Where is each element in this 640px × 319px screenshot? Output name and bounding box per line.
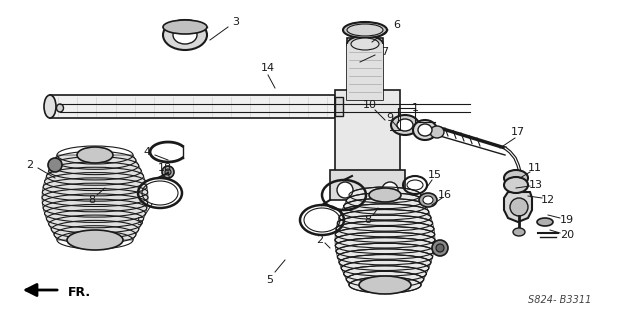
Ellipse shape — [335, 226, 435, 242]
Ellipse shape — [336, 243, 434, 259]
Ellipse shape — [173, 26, 197, 44]
Ellipse shape — [163, 20, 207, 34]
Ellipse shape — [346, 271, 424, 287]
Text: 1: 1 — [412, 103, 419, 113]
Ellipse shape — [537, 218, 553, 226]
Text: 18: 18 — [158, 163, 172, 173]
Text: 16: 16 — [438, 190, 452, 200]
Bar — [347, 44, 383, 100]
Text: 6: 6 — [394, 20, 401, 30]
Text: 4: 4 — [143, 147, 150, 157]
Text: 12: 12 — [541, 195, 555, 205]
Ellipse shape — [418, 124, 432, 136]
Ellipse shape — [337, 215, 433, 231]
Ellipse shape — [504, 170, 528, 186]
Ellipse shape — [504, 177, 528, 193]
Ellipse shape — [347, 36, 383, 52]
Circle shape — [337, 182, 353, 198]
Text: 5: 5 — [266, 275, 273, 285]
Ellipse shape — [339, 255, 431, 271]
Text: 2: 2 — [316, 235, 324, 245]
Bar — [347, 38, 383, 100]
Ellipse shape — [339, 210, 431, 226]
Text: 7: 7 — [381, 47, 388, 57]
Text: 8: 8 — [88, 195, 95, 205]
Text: 11: 11 — [528, 163, 542, 173]
Ellipse shape — [423, 196, 433, 204]
Ellipse shape — [335, 238, 435, 254]
Circle shape — [162, 166, 174, 178]
Ellipse shape — [77, 147, 113, 163]
Text: 19: 19 — [560, 215, 574, 225]
Text: 5: 5 — [136, 217, 143, 227]
Text: 3: 3 — [232, 17, 239, 27]
Text: FR.: FR. — [68, 286, 91, 299]
Ellipse shape — [419, 193, 437, 207]
Circle shape — [510, 198, 528, 216]
Ellipse shape — [335, 232, 435, 248]
Ellipse shape — [413, 120, 437, 140]
Text: 15: 15 — [428, 170, 442, 180]
Ellipse shape — [351, 38, 379, 50]
Polygon shape — [330, 170, 405, 200]
Ellipse shape — [336, 221, 434, 237]
Ellipse shape — [346, 193, 424, 209]
Bar — [335, 97, 343, 116]
Text: 13: 13 — [529, 180, 543, 190]
Text: 8: 8 — [364, 215, 372, 225]
Ellipse shape — [44, 95, 56, 118]
Ellipse shape — [337, 249, 433, 265]
Ellipse shape — [344, 198, 426, 214]
Circle shape — [165, 169, 171, 175]
Ellipse shape — [513, 228, 525, 236]
Text: S824- B3311: S824- B3311 — [528, 295, 592, 305]
Polygon shape — [504, 192, 532, 222]
Ellipse shape — [430, 126, 444, 138]
Ellipse shape — [341, 260, 429, 276]
Polygon shape — [42, 155, 148, 240]
Ellipse shape — [56, 104, 63, 112]
Text: 17: 17 — [511, 127, 525, 137]
Text: 20: 20 — [560, 230, 574, 240]
Ellipse shape — [163, 20, 207, 50]
Ellipse shape — [67, 230, 123, 250]
Ellipse shape — [391, 115, 419, 135]
Text: 10: 10 — [363, 100, 377, 110]
Ellipse shape — [359, 276, 411, 294]
Ellipse shape — [347, 24, 383, 36]
Circle shape — [48, 158, 62, 172]
Ellipse shape — [397, 119, 413, 131]
Polygon shape — [335, 90, 400, 180]
Ellipse shape — [344, 266, 426, 282]
Text: 14: 14 — [261, 63, 275, 73]
Ellipse shape — [349, 277, 421, 293]
Circle shape — [432, 240, 448, 256]
Circle shape — [382, 182, 398, 198]
Polygon shape — [335, 195, 435, 285]
Circle shape — [436, 244, 444, 252]
Ellipse shape — [369, 188, 401, 202]
Ellipse shape — [341, 204, 429, 220]
Text: 9: 9 — [387, 113, 394, 123]
Ellipse shape — [343, 22, 387, 38]
Text: 2: 2 — [26, 160, 33, 170]
Polygon shape — [50, 95, 335, 118]
Ellipse shape — [349, 187, 421, 203]
